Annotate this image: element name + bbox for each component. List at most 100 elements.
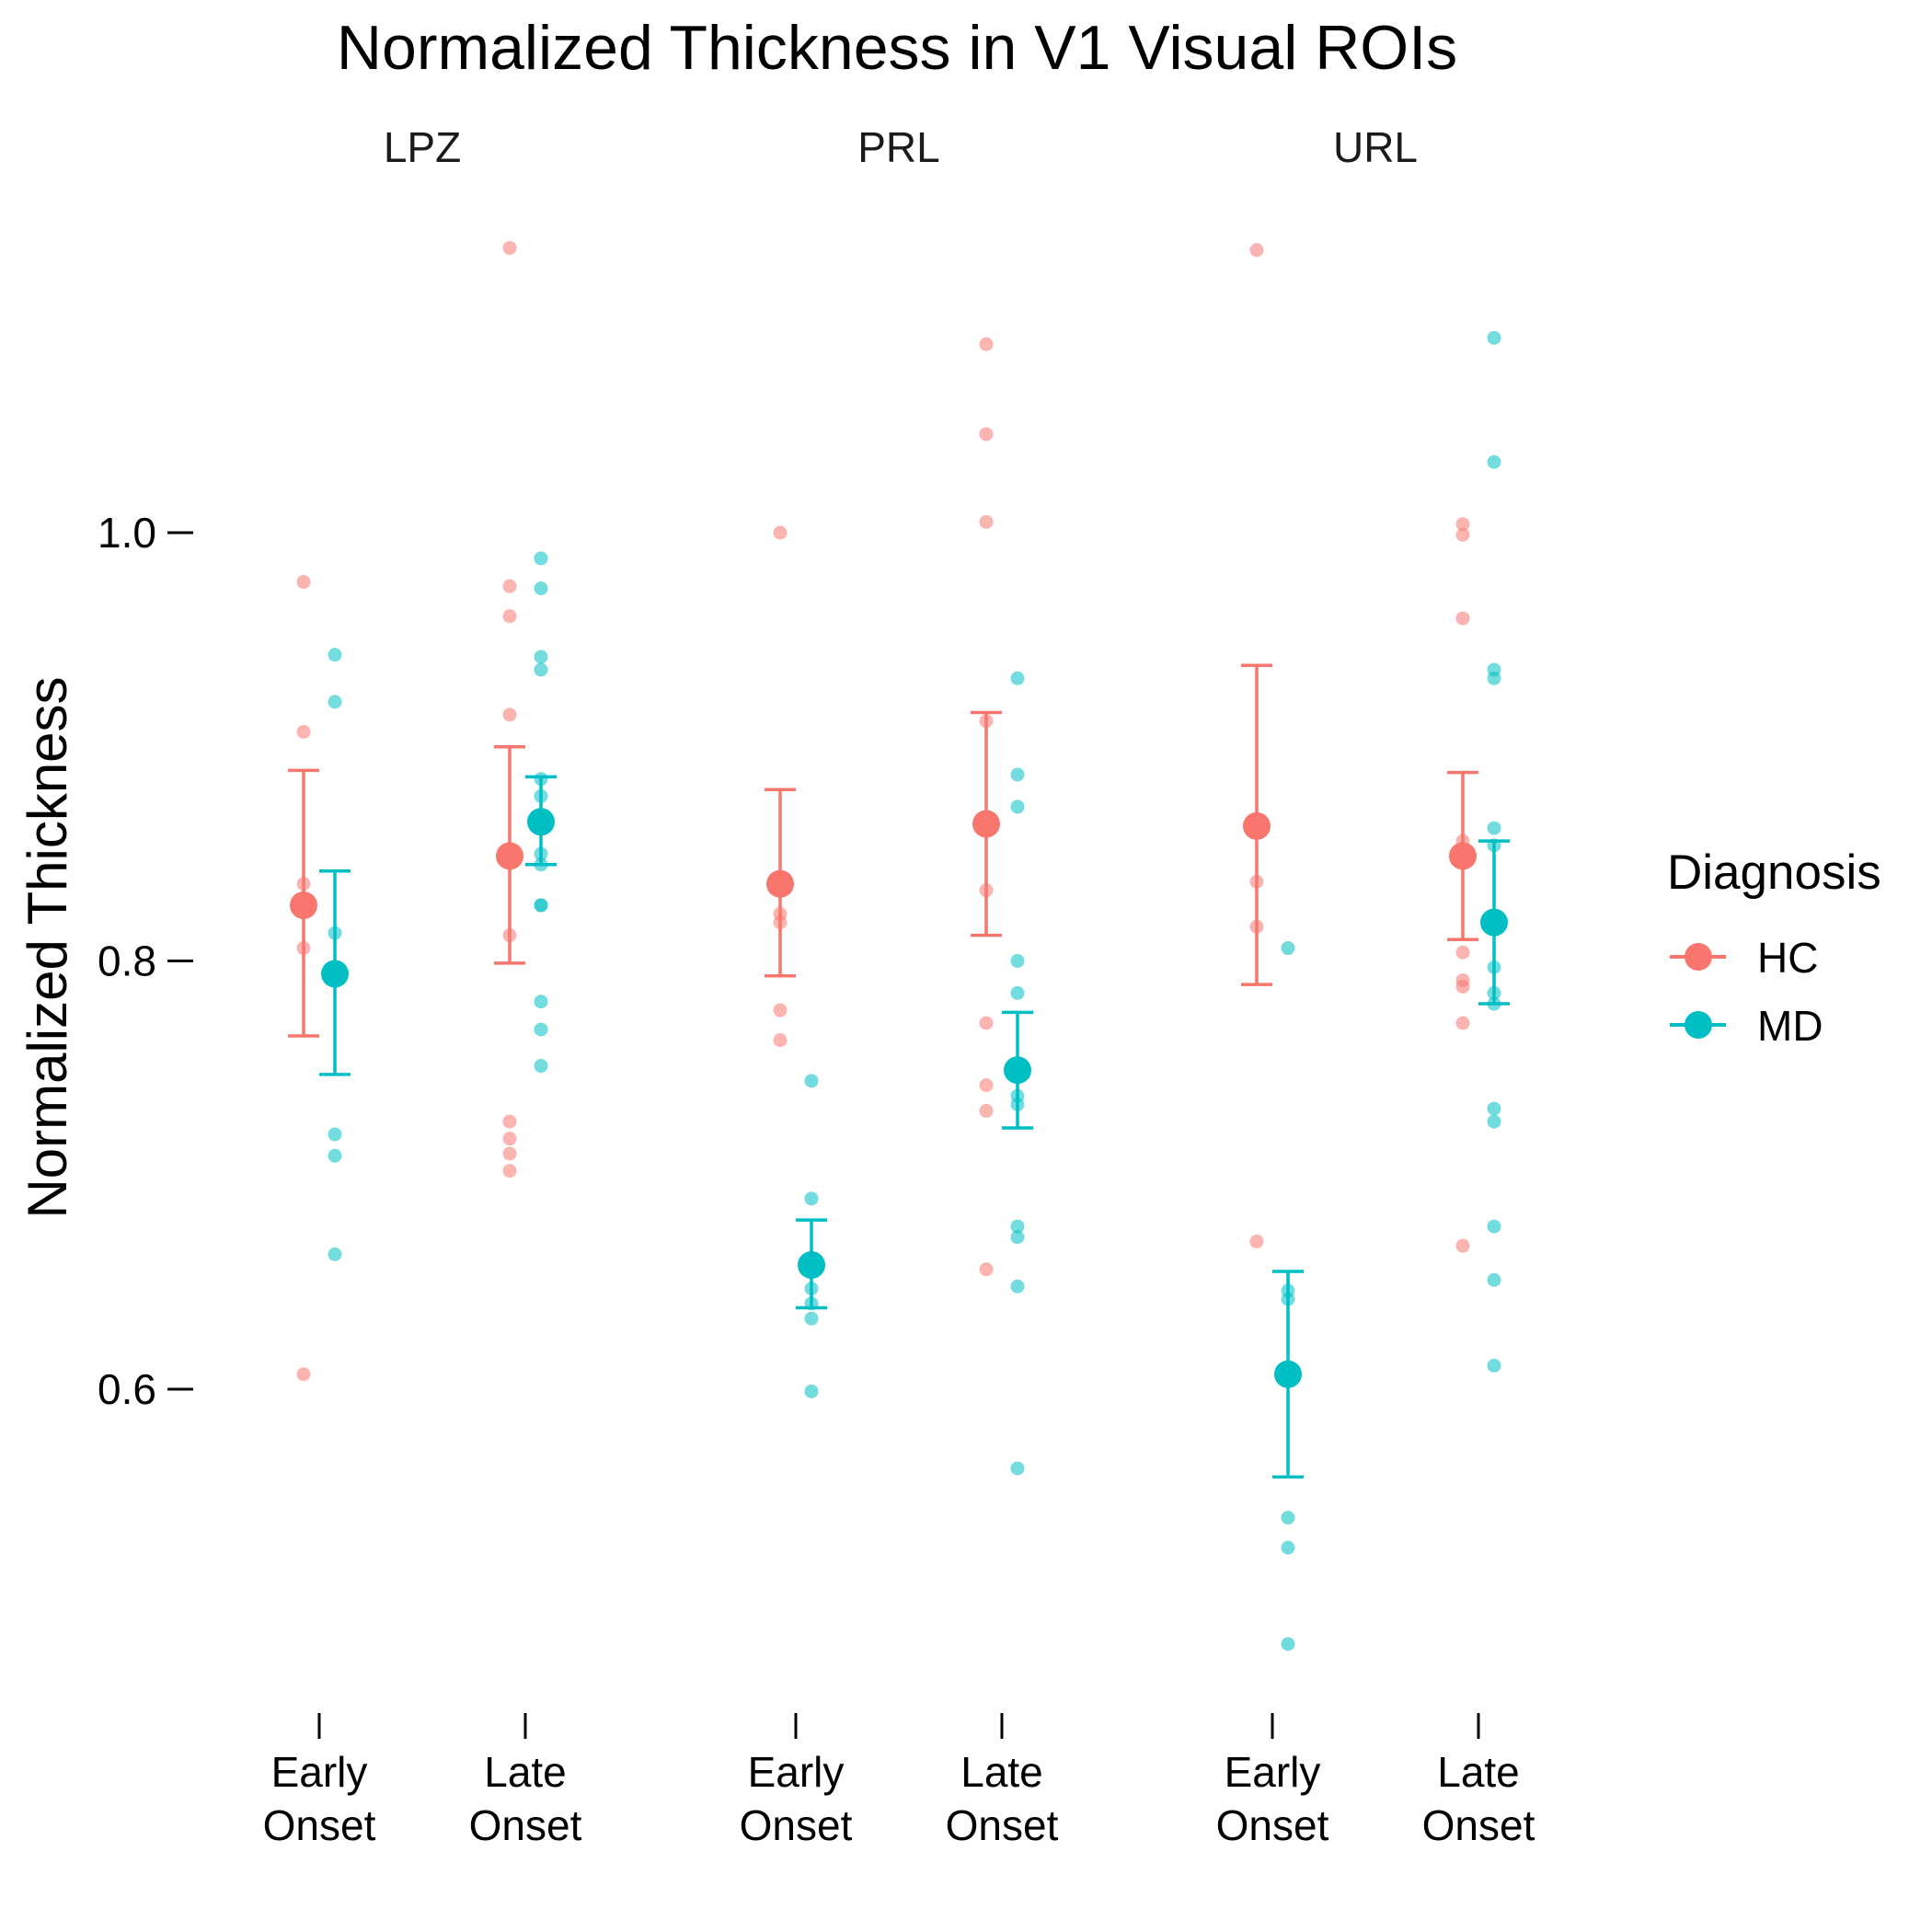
raw-point-md [1281,1540,1295,1555]
raw-point-hc [1249,1234,1264,1248]
y-axis-label: Normalized Thickness [17,676,78,1218]
raw-point-hc [979,427,994,442]
raw-point-hc [1455,517,1470,532]
raw-point-hc [1455,527,1470,542]
raw-point-md [534,650,548,664]
raw-point-md [1487,671,1501,685]
facet-strip-lpz: LPZ [384,123,461,171]
raw-point-hc [1455,979,1470,994]
x-tick-label: Early [748,1748,845,1796]
x-axis: Early Onset Late Onset Early Onset Late Onset Ea… [263,1713,1535,1849]
raw-point-md [1010,767,1025,782]
legend-label: MD [1757,1002,1823,1050]
raw-point-md [534,662,548,677]
raw-point-md [328,695,342,709]
facet-strip-labels: LPZ PRL URL [384,123,1418,171]
raw-point-hc [1249,243,1264,258]
raw-point-md [1487,1114,1501,1129]
legend-label: HC [1757,934,1818,982]
raw-point-hc [1455,611,1470,626]
y-tick-label: 0.6 [98,1365,156,1413]
mean-point-md [798,1251,825,1280]
raw-point-md [1281,1637,1295,1651]
mean-point-hc [1449,842,1477,870]
raw-point-hc [1455,1016,1470,1030]
raw-point-md [534,1059,548,1074]
x-tick-label: Onset [946,1801,1059,1849]
legend: Diagnosis HC MD [1667,845,1881,1050]
mean-point-md [1274,1360,1302,1388]
mean-point-hc [290,891,317,919]
facet-strip-url: URL [1333,123,1418,171]
raw-point-md [534,898,548,913]
x-tick-label: Late [960,1748,1043,1796]
raw-point-md [534,551,548,566]
raw-point-md [804,1384,819,1398]
raw-point-hc [502,1146,517,1161]
y-tick-label: 0.8 [98,937,156,985]
raw-point-md [1010,954,1025,968]
raw-point-md [1010,1230,1025,1245]
raw-point-md [328,648,342,662]
x-tick-label: Onset [469,1801,582,1849]
raw-point-hc [979,1262,994,1277]
raw-point-hc [296,1367,311,1382]
raw-point-hc [1455,1238,1470,1253]
raw-point-md [1010,1279,1025,1294]
raw-point-md [328,1148,342,1163]
facet-strip-prl: PRL [857,123,939,171]
legend-entry-hc: HC [1670,934,1818,982]
raw-point-hc [773,1003,788,1018]
mean-point-md [1004,1056,1031,1085]
raw-point-md [328,1127,342,1142]
raw-point-md [1281,941,1295,956]
x-tick-label: Late [484,1748,567,1796]
legend-key-point [1685,1011,1712,1039]
x-tick-label: Early [1225,1748,1321,1796]
mean-point-hc [766,869,794,898]
raw-point-md [1487,330,1501,345]
raw-point-md [1010,985,1025,1000]
raw-point-hc [502,1114,517,1129]
raw-data-points [296,240,1501,1651]
raw-point-hc [502,1164,517,1179]
raw-point-md [1487,1272,1501,1287]
mean-point-md [321,960,349,988]
raw-point-md [534,995,548,1009]
raw-point-md [804,1191,819,1206]
y-axis: 0.6 0.8 1.0 [98,509,193,1413]
raw-point-md [804,1074,819,1088]
chart-title: Normalized Thickness in V1 Visual ROIs [337,13,1457,83]
raw-point-hc [979,1016,994,1030]
legend-title: Diagnosis [1667,845,1881,900]
legend-key-point [1685,943,1712,971]
mean-point-hc [1243,811,1271,840]
raw-point-hc [773,1033,788,1048]
raw-point-md [1487,1219,1501,1234]
raw-point-md [804,1311,819,1326]
raw-point-hc [296,575,311,590]
mean-point-hc [972,810,1000,838]
mean-point-md [527,808,555,836]
x-tick-label: Onset [740,1801,853,1849]
raw-point-md [1487,821,1501,835]
x-tick-label: Early [271,1748,368,1796]
raw-point-md [1010,1219,1025,1234]
mean-point-md [1480,908,1508,937]
raw-point-hc [979,514,994,529]
raw-point-md [1010,671,1025,685]
mean-errorbar-layer [288,663,1510,1479]
x-tick-label: Onset [1422,1801,1535,1849]
raw-point-hc [502,609,517,624]
raw-point-hc [502,1132,517,1146]
raw-point-hc [502,579,517,593]
raw-point-md [1487,1101,1501,1116]
y-tick-label: 1.0 [98,509,156,557]
mean-point-hc [496,842,523,870]
legend-entries: HC MD [1670,934,1823,1050]
raw-point-hc [979,337,994,351]
raw-point-md [1487,1358,1501,1373]
raw-point-md [1010,1461,1025,1476]
x-tick-label: Onset [263,1801,376,1849]
